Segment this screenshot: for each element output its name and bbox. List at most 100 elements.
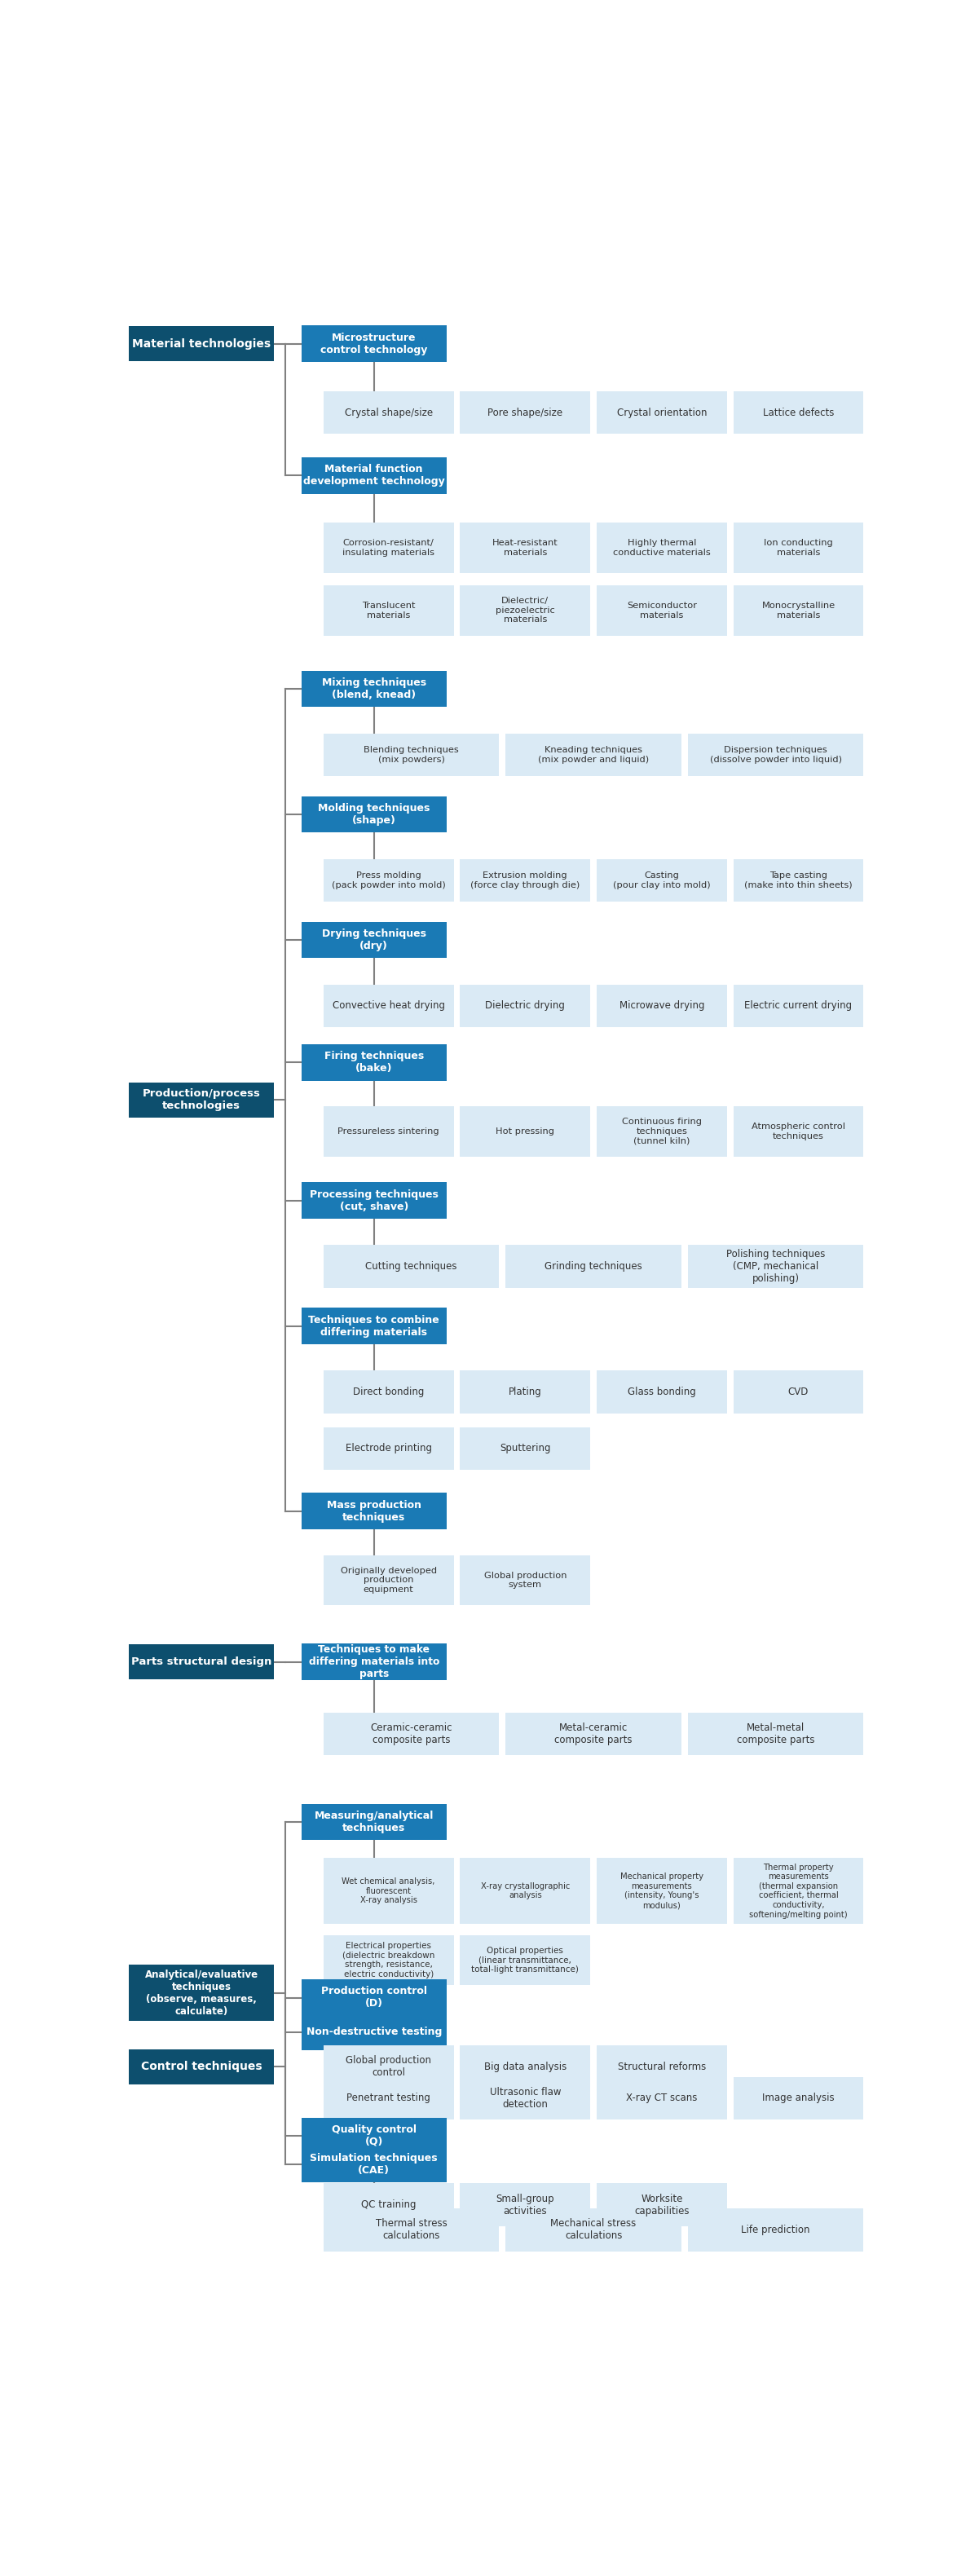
Text: Translucent
materials: Translucent materials <box>362 603 415 618</box>
FancyBboxPatch shape <box>323 858 454 902</box>
FancyBboxPatch shape <box>323 585 454 636</box>
FancyBboxPatch shape <box>597 1857 727 1924</box>
FancyBboxPatch shape <box>323 734 500 775</box>
Text: Convective heat drying: Convective heat drying <box>333 999 445 1012</box>
FancyBboxPatch shape <box>129 2048 275 2084</box>
Text: Dielectric drying: Dielectric drying <box>485 999 566 1012</box>
Text: Thermal property
measurements
(thermal expansion
coefficient, thermal
conductivi: Thermal property measurements (thermal e… <box>749 1862 848 1919</box>
Text: Worksite
capabilities: Worksite capabilities <box>634 2192 690 2215</box>
Text: Direct bonding: Direct bonding <box>353 1386 424 1396</box>
FancyBboxPatch shape <box>302 796 446 832</box>
Text: Parts structural design: Parts structural design <box>131 1656 272 1667</box>
FancyBboxPatch shape <box>688 734 863 775</box>
FancyBboxPatch shape <box>302 1494 446 1530</box>
Text: Analytical/evaluative
techniques
(observe, measures,
calculate): Analytical/evaluative techniques (observ… <box>145 1968 258 2017</box>
Text: Non-destructive testing: Non-destructive testing <box>307 2027 441 2038</box>
Text: Ceramic-ceramic
composite parts: Ceramic-ceramic composite parts <box>371 1723 452 1747</box>
FancyBboxPatch shape <box>597 585 727 636</box>
FancyBboxPatch shape <box>505 1713 681 1754</box>
Text: Measuring/analytical
techniques: Measuring/analytical techniques <box>314 1811 434 1834</box>
Text: Big data analysis: Big data analysis <box>484 2061 566 2071</box>
FancyBboxPatch shape <box>460 1370 591 1414</box>
Text: Control techniques: Control techniques <box>141 2061 262 2071</box>
Text: Mixing techniques
(blend, knead): Mixing techniques (blend, knead) <box>322 677 426 701</box>
Text: Wet chemical analysis,
fluorescent
X-ray analysis: Wet chemical analysis, fluorescent X-ray… <box>342 1878 436 1904</box>
Text: Electrode printing: Electrode printing <box>345 1443 432 1453</box>
Text: Image analysis: Image analysis <box>762 2092 834 2105</box>
Text: Electric current drying: Electric current drying <box>745 999 853 1012</box>
FancyBboxPatch shape <box>302 2146 446 2182</box>
Text: Production control
(D): Production control (D) <box>321 1986 427 2009</box>
FancyBboxPatch shape <box>323 1370 454 1414</box>
Text: Plating: Plating <box>508 1386 542 1396</box>
Text: Global production
control: Global production control <box>345 2056 432 2079</box>
Text: Quality control
(Q): Quality control (Q) <box>332 2125 416 2148</box>
Text: Production/process
technologies: Production/process technologies <box>143 1090 261 1110</box>
FancyBboxPatch shape <box>302 2117 446 2154</box>
FancyBboxPatch shape <box>733 1857 863 1924</box>
FancyBboxPatch shape <box>733 1105 863 1157</box>
Text: Blending techniques
(mix powders): Blending techniques (mix powders) <box>364 747 459 762</box>
Text: Semiconductor
materials: Semiconductor materials <box>627 603 696 618</box>
Text: X-ray crystallographic
analysis: X-ray crystallographic analysis <box>480 1883 569 1899</box>
FancyBboxPatch shape <box>597 392 727 433</box>
Text: QC training: QC training <box>361 2200 416 2210</box>
FancyBboxPatch shape <box>505 1244 681 1288</box>
FancyBboxPatch shape <box>733 523 863 572</box>
FancyBboxPatch shape <box>302 1309 446 1345</box>
FancyBboxPatch shape <box>460 858 591 902</box>
FancyBboxPatch shape <box>302 1182 446 1218</box>
FancyBboxPatch shape <box>597 1370 727 1414</box>
Text: Kneading techniques
(mix powder and liquid): Kneading techniques (mix powder and liqu… <box>538 747 649 762</box>
Text: Atmospheric control
techniques: Atmospheric control techniques <box>752 1123 845 1141</box>
FancyBboxPatch shape <box>688 1713 863 1754</box>
FancyBboxPatch shape <box>688 2208 863 2251</box>
FancyBboxPatch shape <box>597 2076 727 2120</box>
FancyBboxPatch shape <box>302 459 446 495</box>
FancyBboxPatch shape <box>460 1427 591 1471</box>
FancyBboxPatch shape <box>733 858 863 902</box>
Text: Mechanical stress
calculations: Mechanical stress calculations <box>551 2218 636 2241</box>
Text: Highly thermal
conductive materials: Highly thermal conductive materials <box>613 538 711 556</box>
FancyBboxPatch shape <box>460 984 591 1028</box>
FancyBboxPatch shape <box>302 1978 446 2017</box>
Text: Material function
development technology: Material function development technology <box>303 464 445 487</box>
FancyBboxPatch shape <box>323 2208 500 2251</box>
FancyBboxPatch shape <box>323 2184 454 2226</box>
Text: Sputtering: Sputtering <box>500 1443 551 1453</box>
FancyBboxPatch shape <box>323 2076 454 2120</box>
FancyBboxPatch shape <box>323 2045 454 2089</box>
FancyBboxPatch shape <box>302 2014 446 2050</box>
FancyBboxPatch shape <box>733 1370 863 1414</box>
FancyBboxPatch shape <box>129 327 275 361</box>
FancyBboxPatch shape <box>460 392 591 433</box>
Text: Press molding
(pack powder into mold): Press molding (pack powder into mold) <box>332 871 445 889</box>
FancyBboxPatch shape <box>460 2045 591 2089</box>
Text: Mass production
techniques: Mass production techniques <box>327 1499 421 1522</box>
Text: Metal-ceramic
composite parts: Metal-ceramic composite parts <box>555 1723 632 1747</box>
FancyBboxPatch shape <box>302 670 446 706</box>
Text: Casting
(pour clay into mold): Casting (pour clay into mold) <box>613 871 710 889</box>
FancyBboxPatch shape <box>597 2045 727 2089</box>
Text: Electrical properties
(dielectric breakdown
strength, resistance,
electric condu: Electrical properties (dielectric breakd… <box>342 1942 435 1978</box>
FancyBboxPatch shape <box>323 1556 454 1605</box>
Text: Dielectric/
piezoelectric
materials: Dielectric/ piezoelectric materials <box>496 598 555 623</box>
FancyBboxPatch shape <box>129 1965 275 2022</box>
FancyBboxPatch shape <box>323 1244 500 1288</box>
FancyBboxPatch shape <box>597 2184 727 2226</box>
Text: Pressureless sintering: Pressureless sintering <box>338 1128 439 1136</box>
Text: Corrosion-resistant/
insulating materials: Corrosion-resistant/ insulating material… <box>342 538 435 556</box>
Text: Techniques to combine
differing materials: Techniques to combine differing material… <box>308 1314 439 1337</box>
Text: X-ray CT scans: X-ray CT scans <box>627 2092 697 2105</box>
FancyBboxPatch shape <box>302 1803 446 1839</box>
Text: Monocrystalline
materials: Monocrystalline materials <box>761 603 835 618</box>
FancyBboxPatch shape <box>323 392 454 433</box>
FancyBboxPatch shape <box>597 984 727 1028</box>
FancyBboxPatch shape <box>733 2076 863 2120</box>
Text: Ion conducting
materials: Ion conducting materials <box>763 538 833 556</box>
Text: Grinding techniques: Grinding techniques <box>545 1262 642 1273</box>
FancyBboxPatch shape <box>129 1643 275 1680</box>
FancyBboxPatch shape <box>733 585 863 636</box>
Text: Dispersion techniques
(dissolve powder into liquid): Dispersion techniques (dissolve powder i… <box>710 747 842 762</box>
FancyBboxPatch shape <box>597 858 727 902</box>
